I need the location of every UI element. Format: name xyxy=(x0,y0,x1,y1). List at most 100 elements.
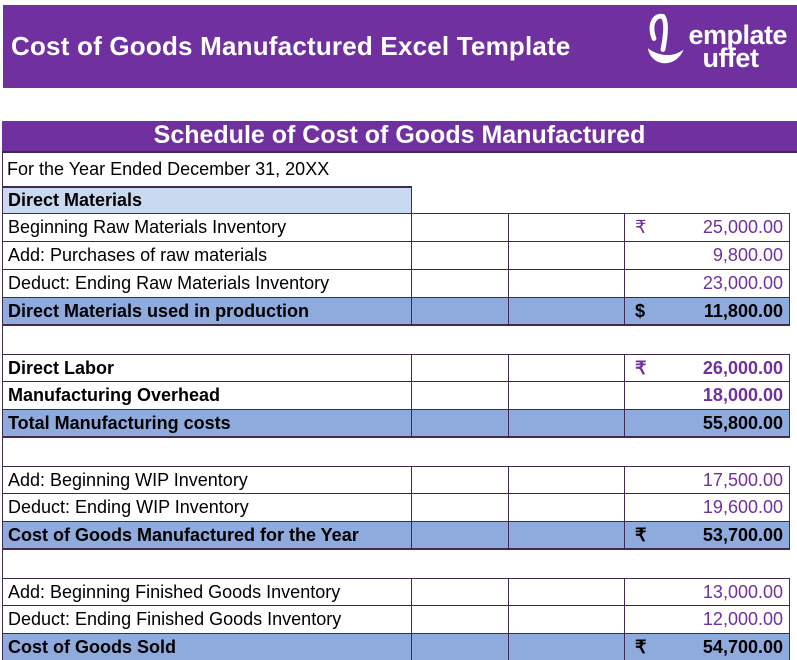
row-label: Total Manufacturing costs xyxy=(3,410,412,436)
row-label: Add: Beginning Finished Goods Inventory xyxy=(3,579,412,605)
period-subtitle: For the Year Ended December 31, 20XX xyxy=(7,159,330,179)
logo-line1: emplate xyxy=(688,19,787,50)
empty-cell xyxy=(412,579,509,605)
amount-cell: 18,000.00 xyxy=(625,382,790,409)
currency-symbol: ₹ xyxy=(635,636,647,657)
empty-cell xyxy=(509,214,625,241)
amount-value: 9,800.00 xyxy=(712,245,783,265)
empty-cell xyxy=(509,606,625,633)
header-gap xyxy=(0,88,797,121)
amount-cell: 19,600.00 xyxy=(625,494,790,521)
amount-value: 19,600.00 xyxy=(702,497,783,517)
row-label: Beginning Raw Materials Inventory xyxy=(3,214,412,241)
spacer-row xyxy=(3,550,790,578)
row-label: Cost of Goods Sold xyxy=(3,634,412,660)
empty-cell xyxy=(509,467,625,493)
empty-cell xyxy=(509,494,625,521)
amount-cell: 12,000.00 xyxy=(625,606,790,633)
empty-cell xyxy=(412,242,509,269)
empty-cell xyxy=(412,382,509,409)
table-row: Beginning Raw Materials Inventory ₹ 25,0… xyxy=(3,214,790,242)
logo-text: emplate uffet xyxy=(688,21,787,73)
amount-cell: ₹ 26,000.00 xyxy=(625,355,790,381)
amount-cell: $ 11,800.00 xyxy=(625,298,790,324)
row-label: Manufacturing Overhead xyxy=(3,382,412,409)
amount-cell: ₹ 53,700.00 xyxy=(625,522,790,548)
empty-cell xyxy=(509,410,625,436)
table-row: Deduct: Ending Finished Goods Inventory … xyxy=(3,606,790,634)
total-row: Cost of Goods Sold ₹ 54,700.00 xyxy=(3,634,790,660)
templatebuffet-logo: emplate uffet xyxy=(644,11,787,82)
empty-cell xyxy=(412,270,509,297)
empty-cell xyxy=(509,270,625,297)
schedule-banner: Schedule of Cost of Goods Manufactured xyxy=(2,121,797,153)
empty-cell xyxy=(509,634,625,660)
row-label: Deduct: Ending WIP Inventory xyxy=(3,494,412,521)
amount-cell: 55,800.00 xyxy=(625,410,790,436)
empty-cell xyxy=(509,579,625,605)
row-label: Direct Materials used in production xyxy=(3,298,412,324)
table-row: Deduct: Ending WIP Inventory 19,600.00 xyxy=(3,494,790,522)
amount-cell: ₹ 54,700.00 xyxy=(625,634,790,660)
amount-cell: ₹ 25,000.00 xyxy=(625,214,790,241)
page-title: Cost of Goods Manufactured Excel Templat… xyxy=(11,31,571,61)
amount-value: 54,700.00 xyxy=(702,636,783,657)
spacer-row xyxy=(3,326,790,354)
empty-cell xyxy=(412,410,509,436)
currency-symbol: ₹ xyxy=(635,217,647,237)
empty-cell xyxy=(412,634,509,660)
empty-cell xyxy=(412,214,509,241)
row-label: Deduct: Ending Raw Materials Inventory xyxy=(3,270,412,297)
amount-value: 53,700.00 xyxy=(702,524,783,545)
empty-cell xyxy=(412,606,509,633)
row-label: Add: Beginning WIP Inventory xyxy=(3,467,412,493)
row-label: Add: Purchases of raw materials xyxy=(3,242,412,269)
empty-cell xyxy=(509,242,625,269)
amount-value: 25,000.00 xyxy=(702,217,783,237)
section-header-rest xyxy=(412,186,790,213)
amount-value: 55,800.00 xyxy=(702,412,783,433)
table-row: Add: Purchases of raw materials 9,800.00 xyxy=(3,242,790,270)
amount-value: 12,000.00 xyxy=(702,609,783,629)
table-row: Manufacturing Overhead 18,000.00 xyxy=(3,382,790,410)
table-row: Add: Beginning WIP Inventory 17,500.00 xyxy=(3,466,790,494)
amount-value: 26,000.00 xyxy=(702,357,783,378)
row-label: Deduct: Ending Finished Goods Inventory xyxy=(3,606,412,633)
currency-symbol: ₹ xyxy=(635,524,647,545)
brand-header: Cost of Goods Manufactured Excel Templat… xyxy=(3,5,797,88)
amount-value: 17,500.00 xyxy=(702,469,783,490)
section-header-label: Direct Materials xyxy=(3,186,412,213)
empty-cell xyxy=(412,494,509,521)
table-row: Deduct: Ending Raw Materials Inventory 2… xyxy=(3,270,790,298)
section-header-row: Direct Materials xyxy=(3,186,790,214)
logo-line2: uffet xyxy=(702,42,759,73)
amount-cell: 17,500.00 xyxy=(625,467,790,493)
currency-symbol: $ xyxy=(635,300,646,321)
amount-value: 23,000.00 xyxy=(702,273,783,293)
empty-cell xyxy=(509,382,625,409)
amount-value: 18,000.00 xyxy=(702,385,783,405)
amount-value: 11,800.00 xyxy=(703,300,783,321)
total-row: Total Manufacturing costs 55,800.00 xyxy=(3,410,790,438)
empty-cell xyxy=(412,298,509,324)
currency-symbol: ₹ xyxy=(635,357,647,378)
amount-value: 13,000.00 xyxy=(702,581,783,602)
spacer-row xyxy=(3,438,790,466)
row-label: Cost of Goods Manufactured for the Year xyxy=(3,522,412,548)
empty-cell xyxy=(509,522,625,548)
empty-cell xyxy=(412,522,509,548)
empty-cell xyxy=(509,355,625,381)
amount-cell: 23,000.00 xyxy=(625,270,790,297)
row-label: Direct Labor xyxy=(3,355,412,381)
ladle-icon xyxy=(644,11,688,82)
table-row: Add: Beginning Finished Goods Inventory … xyxy=(3,578,790,606)
schedule-table: For the Year Ended December 31, 20XX Dir… xyxy=(2,153,797,660)
table-row: Direct Labor ₹ 26,000.00 xyxy=(3,354,790,382)
empty-cell xyxy=(412,355,509,381)
empty-cell xyxy=(509,298,625,324)
total-row: Direct Materials used in production $ 11… xyxy=(3,298,790,326)
total-row: Cost of Goods Manufactured for the Year … xyxy=(3,522,790,550)
amount-cell: 13,000.00 xyxy=(625,579,790,605)
amount-cell: 9,800.00 xyxy=(625,242,790,269)
empty-cell xyxy=(412,467,509,493)
